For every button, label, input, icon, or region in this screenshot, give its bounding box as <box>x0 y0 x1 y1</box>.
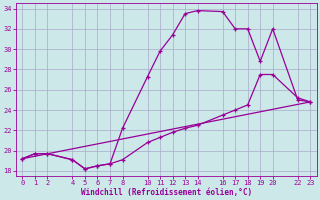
X-axis label: Windchill (Refroidissement éolien,°C): Windchill (Refroidissement éolien,°C) <box>81 188 252 197</box>
